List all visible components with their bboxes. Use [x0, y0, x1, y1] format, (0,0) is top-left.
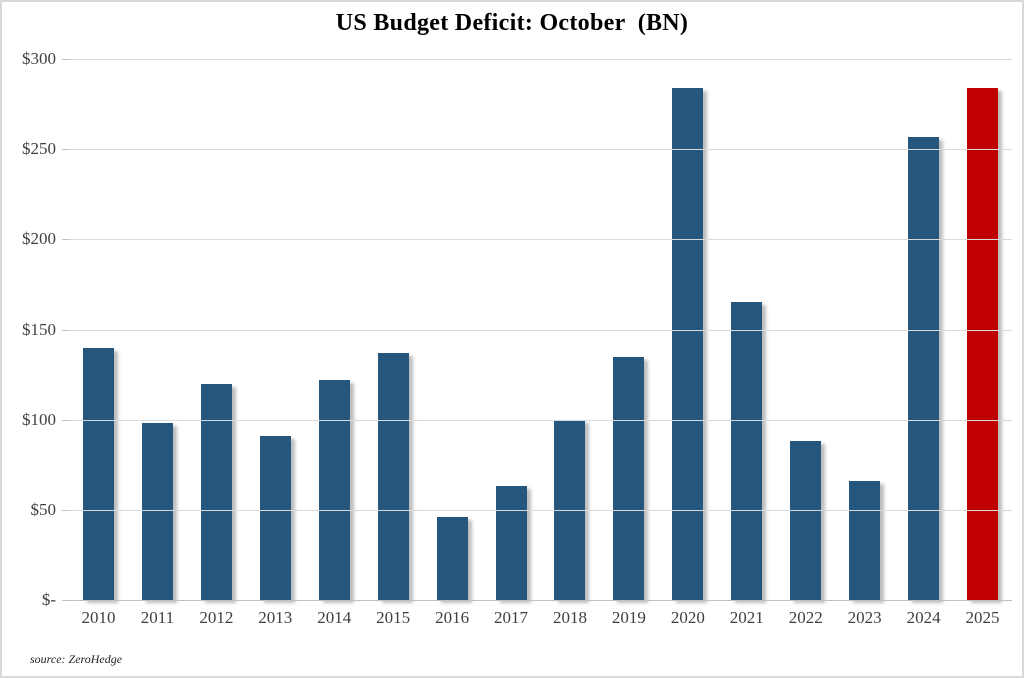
bar-2019: [613, 356, 645, 600]
bar-slot: [128, 59, 187, 600]
x-label-2019: 2019: [611, 608, 646, 627]
x-label-2022: 2022: [788, 608, 823, 627]
x-label-2014: 2014: [317, 608, 352, 627]
y-tick: [62, 509, 69, 511]
bar-2021: [731, 302, 763, 600]
y-axis-label: $150: [22, 319, 56, 339]
bar-2015: [377, 352, 409, 600]
x-label-2015: 2015: [376, 608, 411, 627]
x-label-2020: 2020: [670, 608, 705, 627]
bar-2012: [200, 383, 232, 600]
x-label-2016: 2016: [435, 608, 470, 627]
x-label-2025: 2025: [965, 608, 1000, 627]
x-label-2013: 2013: [258, 608, 293, 627]
bar-slot: [776, 59, 835, 600]
bar-2020: [672, 87, 704, 600]
y-axis-label: $300: [22, 49, 56, 68]
bar-slot: [364, 59, 423, 600]
y-axis-label: $-: [41, 590, 56, 609]
x-label-2018: 2018: [552, 608, 587, 627]
bar-slot: [717, 59, 776, 600]
x-label-2012: 2012: [199, 608, 234, 627]
x-label-2024: 2024: [906, 608, 941, 627]
bar-2025: [967, 87, 999, 600]
y-axis-label: $200: [22, 229, 56, 249]
y-tick: [62, 59, 69, 60]
bar-2022: [790, 441, 822, 600]
x-label-2011: 2011: [140, 608, 175, 627]
y-axis-label: $250: [22, 139, 56, 159]
source-note: source: ZeroHedge: [30, 652, 123, 666]
bar-slot: [305, 59, 364, 600]
plot-area: $300 $250 $200 $150 $100 $50 $-: [22, 49, 1012, 609]
bar-slot: [953, 59, 1012, 600]
bar-slot: [894, 59, 953, 600]
y-axis-label: $100: [22, 409, 56, 429]
bar-slot: [423, 59, 482, 600]
bar-2024: [908, 136, 940, 600]
x-axis-baseline: [69, 600, 1012, 601]
y-tick: [62, 149, 69, 151]
x-label-2010: 2010: [81, 608, 116, 627]
bars-row: [69, 59, 1012, 600]
bar-slot: [246, 59, 305, 600]
bar-2023: [849, 480, 881, 600]
bar-slot: [599, 59, 658, 600]
gridline: [69, 329, 1012, 331]
gridline: [69, 419, 1012, 421]
gridline: [69, 509, 1012, 511]
bar-2014: [318, 380, 350, 600]
y-tick: [62, 419, 69, 421]
gridline: [69, 59, 1012, 60]
bar-2017: [495, 486, 527, 600]
bar-slot: [482, 59, 541, 600]
bar-2016: [436, 517, 468, 600]
bar-slot: [835, 59, 894, 600]
bar-2011: [141, 423, 173, 600]
y-tick: [62, 329, 69, 331]
x-label-2023: 2023: [847, 608, 882, 627]
bar-slot: [69, 59, 128, 600]
y-tick: [62, 600, 69, 601]
gridline: [69, 149, 1012, 151]
bar-2013: [259, 435, 291, 600]
x-axis-labels: 2010 2011 2012 2013 2014 2015 2016 2017 2018 2019…: [69, 608, 1012, 628]
x-label-2017: 2017: [494, 608, 529, 627]
gridline: [69, 239, 1012, 241]
chart-title: US Budget Deficit: October (BN): [335, 10, 689, 36]
x-label-2021: 2021: [729, 608, 764, 627]
bar-slot: [658, 59, 717, 600]
y-tick: [62, 239, 69, 241]
bar-2010: [82, 347, 114, 600]
y-axis-label: $50: [30, 499, 57, 519]
